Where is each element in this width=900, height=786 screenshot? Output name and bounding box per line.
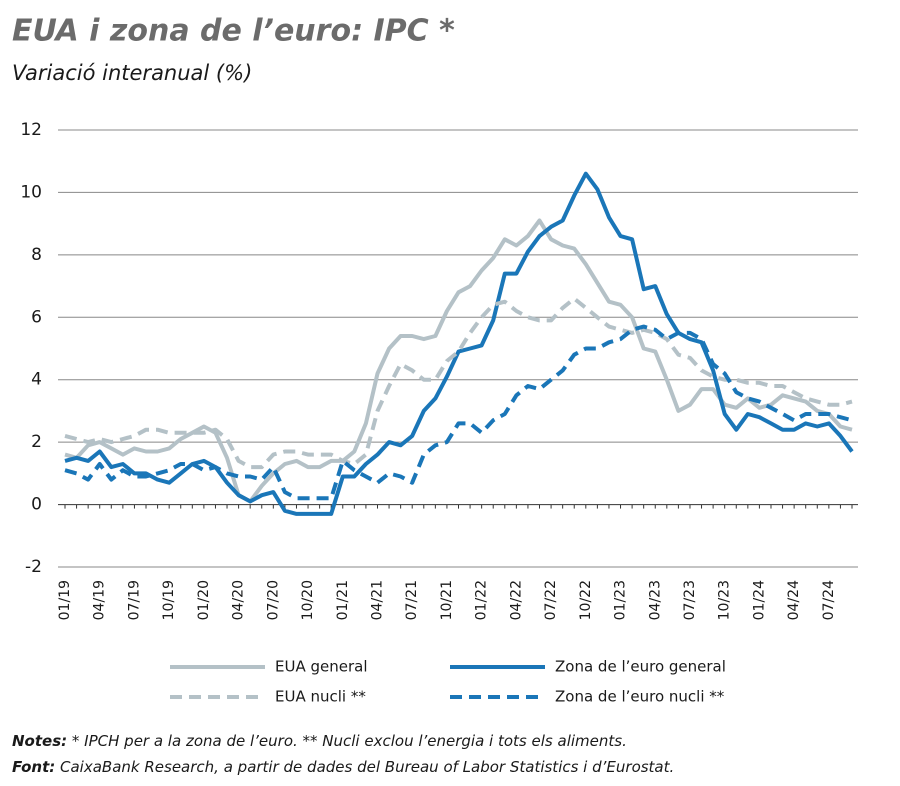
source-label: Font:: [12, 758, 55, 776]
x-tick-label: 01/21: [335, 580, 351, 620]
x-tick-label: 07/20: [265, 580, 281, 620]
source: Font: CaixaBank Research, a partir de da…: [12, 758, 674, 776]
x-tick-label: 07/23: [682, 580, 698, 620]
notes: Notes: * IPCH per a la zona de l’euro. *…: [12, 732, 627, 750]
series-line: [64, 218, 853, 504]
series-line: [64, 324, 853, 501]
y-tick-label: 2: [31, 432, 42, 452]
y-tick-label: 4: [31, 370, 42, 390]
notes-label: Notes:: [12, 732, 67, 750]
chart-subtitle: Variació interanual (%): [12, 61, 252, 85]
x-tick-label: 10/23: [717, 580, 733, 620]
y-tick-label: 6: [31, 307, 42, 327]
y-tick-label: 8: [31, 245, 42, 265]
series-line: [64, 296, 853, 470]
x-tick-label: 04/23: [647, 580, 663, 620]
series-line: [64, 171, 854, 516]
x-tick-label: 10/19: [161, 580, 177, 620]
legend-label: Zona de l’euro general: [555, 658, 726, 676]
x-tick-label: 10/20: [300, 580, 316, 620]
source-text: CaixaBank Research, a partir de dades de…: [55, 758, 674, 776]
legend-label: EUA general: [275, 658, 368, 676]
notes-text: * IPCH per a la zona de l’euro. ** Nucli…: [67, 732, 627, 750]
x-tick-label: 01/20: [196, 580, 212, 620]
legend-label: Zona de l’euro nucli **: [555, 688, 725, 706]
x-tick-label: 10/21: [439, 580, 455, 620]
x-tick-label: 01/23: [613, 580, 629, 620]
chart-title: EUA i zona de l’euro: IPC *: [12, 14, 455, 49]
x-tick-label: 04/22: [508, 580, 524, 620]
x-tick-label: 07/24: [821, 580, 837, 620]
x-tick-label: 10/22: [578, 580, 594, 620]
x-tick-label: 07/19: [126, 580, 142, 620]
y-tick-label: -2: [25, 557, 42, 577]
x-tick-label: 04/21: [369, 580, 385, 620]
x-tick-label: 07/21: [404, 580, 420, 620]
x-tick-label: 04/19: [92, 580, 108, 620]
y-tick-label: 12: [20, 120, 42, 140]
x-tick-label: 01/22: [474, 580, 490, 620]
x-tick-label: 04/20: [231, 580, 247, 620]
x-tick-label: 07/22: [543, 580, 559, 620]
y-tick-label: 0: [31, 495, 42, 515]
x-tick-label: 01/19: [57, 580, 73, 620]
legend-label: EUA nucli **: [275, 688, 366, 706]
x-tick-label: 04/24: [786, 580, 802, 620]
x-tick-label: 01/24: [751, 580, 767, 620]
y-tick-label: 10: [20, 182, 42, 202]
